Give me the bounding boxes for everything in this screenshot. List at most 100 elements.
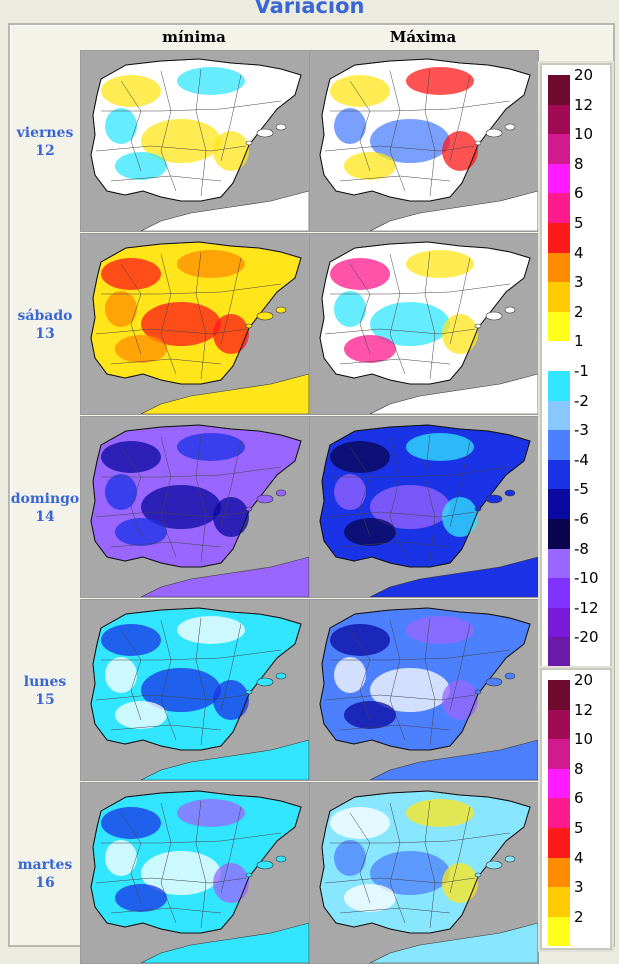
temperature-variation-map-lunes-maxima[interactable] xyxy=(309,599,539,781)
temperature-variation-map-lunes-minima[interactable] xyxy=(80,599,310,781)
legend-entry: 20 xyxy=(542,671,610,710)
legend-swatch xyxy=(548,459,570,490)
legend-entry: -10 xyxy=(542,569,610,608)
day-name: lunes xyxy=(23,674,67,690)
legend-label: 6 xyxy=(574,789,584,808)
legend-label: 4 xyxy=(574,243,584,262)
legend-entry: -6 xyxy=(542,510,610,549)
legend-swatch xyxy=(548,400,570,431)
temperature-variation-map-martes-minima[interactable] xyxy=(80,782,310,964)
day-label-martes[interactable]: martes 16 xyxy=(10,856,80,892)
legend-label: 10 xyxy=(574,730,594,749)
legend-entry: 2 xyxy=(542,908,610,947)
legend-label: -20 xyxy=(574,628,599,647)
legend-label: -10 xyxy=(574,569,599,588)
legend-swatch xyxy=(548,857,570,888)
legend-swatch xyxy=(548,518,570,549)
legend-swatch xyxy=(548,827,570,858)
legend-entry: 5 xyxy=(542,214,610,253)
legend-swatch xyxy=(548,768,570,799)
legend-swatch xyxy=(548,709,570,740)
legend-swatch xyxy=(548,489,570,519)
legend-swatch xyxy=(548,163,570,194)
legend-entry: 12 xyxy=(542,701,610,740)
legend-swatch xyxy=(548,104,570,135)
legend-entry: 20 xyxy=(542,66,610,105)
legend-swatch xyxy=(548,341,570,371)
legend-entry: 10 xyxy=(542,730,610,769)
temperature-variation-map-viernes-maxima[interactable] xyxy=(309,50,539,232)
legend-swatch xyxy=(548,637,570,667)
legend-label: 3 xyxy=(574,878,584,897)
day-label-lunes[interactable]: lunes 15 xyxy=(10,673,80,709)
day-number: 13 xyxy=(35,326,55,342)
legend-label: 10 xyxy=(574,125,594,144)
legend-swatch xyxy=(548,548,570,579)
legend-label: 20 xyxy=(574,671,594,689)
legend-swatch xyxy=(548,282,570,312)
day-label-sabado[interactable]: sábado 13 xyxy=(10,307,80,343)
legend-entry: -12 xyxy=(542,599,610,638)
legend-swatch xyxy=(548,311,570,342)
legend-label: 5 xyxy=(574,818,584,837)
legend-entry: 3 xyxy=(542,878,610,917)
temperature-variation-map-viernes-minima[interactable] xyxy=(80,50,310,232)
day-name: sábado xyxy=(17,308,73,324)
legend-entry: -20 xyxy=(542,628,610,667)
legend-entry: 4 xyxy=(542,849,610,888)
legend-entry: -8 xyxy=(542,540,610,579)
day-name: viernes xyxy=(16,125,74,141)
legend-swatch xyxy=(548,680,570,710)
legend-label: -1 xyxy=(574,361,589,380)
day-number: 15 xyxy=(35,692,55,708)
day-number: 14 xyxy=(35,509,55,525)
column-header-maxima: Máxima xyxy=(389,28,457,46)
legend-swatch xyxy=(548,578,570,608)
legend-entry: 1 xyxy=(542,332,610,371)
day-label-viernes[interactable]: viernes 12 xyxy=(10,124,80,160)
legend-entry: -2 xyxy=(542,392,610,431)
legend-label: 2 xyxy=(574,907,584,926)
legend-label: 4 xyxy=(574,848,584,867)
legend-entry: 8 xyxy=(542,155,610,194)
legend-label: 8 xyxy=(574,759,584,778)
legend-label: 12 xyxy=(574,95,594,114)
legend-label: -5 xyxy=(574,480,589,499)
legend-entry: 6 xyxy=(542,789,610,828)
page-title: Variación xyxy=(254,0,365,18)
legend-label: -8 xyxy=(574,539,589,558)
legend-swatch xyxy=(548,887,570,917)
legend-label: 8 xyxy=(574,154,584,173)
legend-entry: 10 xyxy=(542,125,610,164)
temperature-variation-map-domingo-minima[interactable] xyxy=(80,416,310,598)
temperature-variation-map-domingo-maxima[interactable] xyxy=(309,416,539,598)
legend-entry: -5 xyxy=(542,480,610,519)
legend-swatch xyxy=(548,252,570,283)
day-label-domingo[interactable]: domingo 14 xyxy=(10,490,80,526)
legend-entry: -4 xyxy=(542,451,610,490)
color-scale-legend: 20 12 10 8 6 5 4 3 2 1 -1 -2 -3 -4 -5 -6 -8 -10 -12 -20 xyxy=(540,63,612,671)
legend-label: -2 xyxy=(574,391,589,410)
legend-label: 5 xyxy=(574,213,584,232)
legend-label: 20 xyxy=(574,66,594,84)
legend-label: -3 xyxy=(574,421,589,440)
legend-swatch xyxy=(548,370,570,401)
legend-label: 3 xyxy=(574,273,584,292)
legend-entry: 2 xyxy=(542,303,610,342)
legend-label: 2 xyxy=(574,302,584,321)
color-scale-legend-repeat: 20 12 10 8 6 5 4 3 2 xyxy=(540,668,612,951)
legend-label: 1 xyxy=(574,332,584,351)
legend-entry: -3 xyxy=(542,421,610,460)
day-name: domingo xyxy=(10,491,80,507)
day-number: 12 xyxy=(35,143,55,159)
legend-swatch xyxy=(548,193,570,223)
column-header-minima: mínima xyxy=(162,28,226,46)
legend-label: -4 xyxy=(574,450,589,469)
temperature-variation-map-sábado-minima[interactable] xyxy=(80,233,310,415)
legend-label: -12 xyxy=(574,598,599,617)
temperature-variation-map-martes-maxima[interactable] xyxy=(309,782,539,964)
day-number: 16 xyxy=(35,875,55,891)
day-name: martes xyxy=(17,857,73,873)
temperature-variation-map-sábado-maxima[interactable] xyxy=(309,233,539,415)
legend-swatch xyxy=(548,134,570,164)
